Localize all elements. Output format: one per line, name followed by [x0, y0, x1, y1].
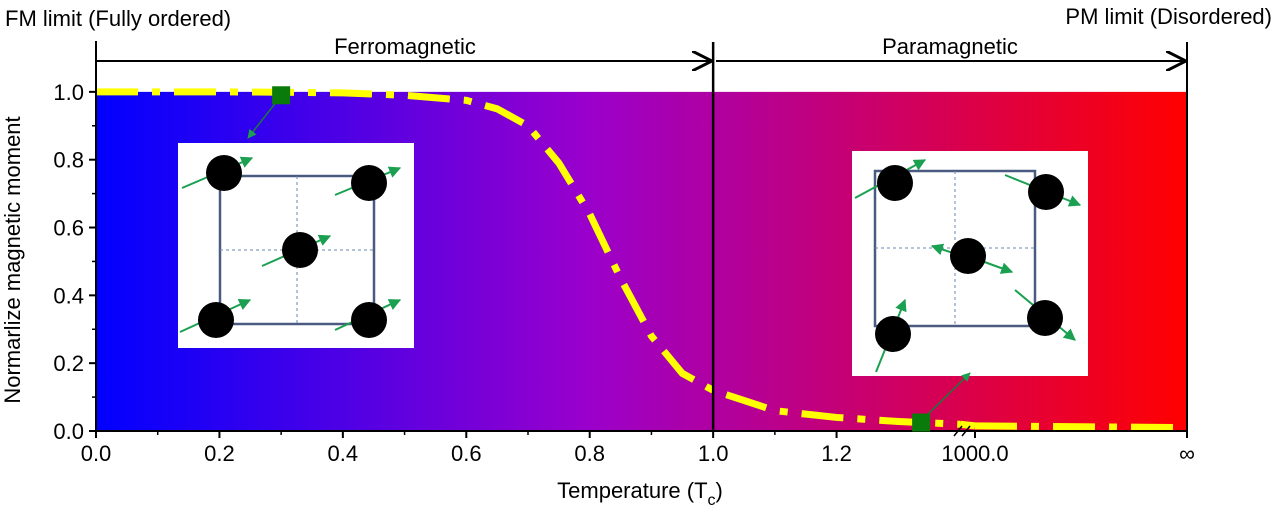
x-tick-label: 0.8	[574, 441, 605, 466]
pointer	[921, 372, 971, 421]
y-axis-label: Normarlize magnetic moment	[0, 116, 25, 403]
x-tick-label: 0.4	[328, 441, 359, 466]
x-tick-label: ∞	[1179, 441, 1195, 466]
x-tick-label: 0.0	[81, 441, 112, 466]
y-tick-label: 0.0	[53, 419, 84, 444]
x-tick-label: 0.2	[204, 441, 235, 466]
fm-limit: FM limit (Fully ordered)	[5, 6, 231, 31]
pm-inset	[852, 151, 1088, 376]
x-axis-break	[953, 425, 963, 437]
marker	[912, 413, 931, 432]
y-tick-label: 0.6	[53, 216, 84, 241]
x-axis-break	[961, 425, 971, 437]
x-label-main: Temperature (T	[557, 478, 707, 503]
x-label-end: )	[716, 478, 723, 503]
x-tick-label: 1.2	[821, 441, 852, 466]
x-label-sub: c	[708, 492, 716, 509]
pm-limit: PM limit (Disordered)	[1065, 4, 1272, 29]
curve-connector	[959, 420, 976, 430]
para-label: Paramagnetic	[882, 34, 1018, 59]
x-tick-label: 1000.0	[941, 441, 1008, 466]
x-tick-label: 0.6	[451, 441, 482, 466]
x-axis-label: Temperature (Tc)	[557, 478, 723, 509]
y-tick-label: 0.8	[53, 148, 84, 173]
curve-tail	[974, 422, 1188, 432]
y-tick-label: 0.4	[53, 283, 84, 308]
x-tick-label: 1.0	[698, 441, 729, 466]
y-tick-label: 0.2	[53, 351, 84, 376]
fm-inset	[178, 143, 414, 348]
y-tick-label: 1.0	[53, 80, 84, 105]
ferro-label: Ferromagnetic	[334, 34, 476, 59]
marker	[272, 86, 291, 105]
